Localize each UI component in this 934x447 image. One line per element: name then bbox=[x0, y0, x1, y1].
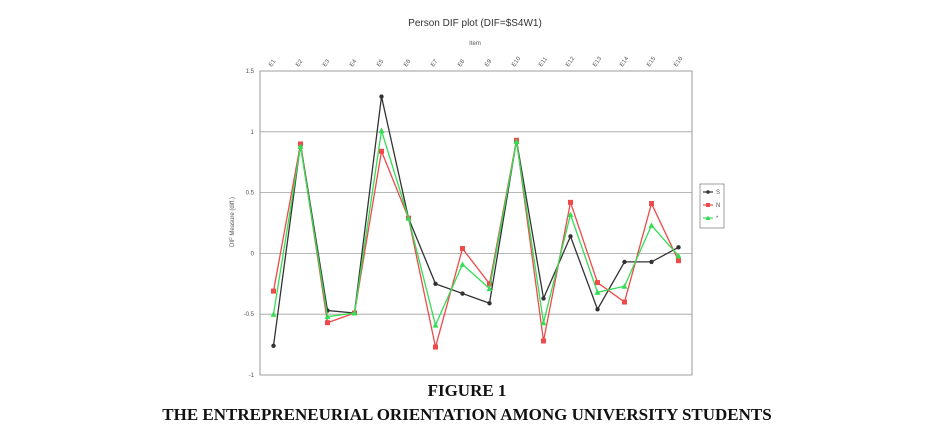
legend: S N * bbox=[699, 183, 725, 229]
legend-marker bbox=[705, 215, 711, 220]
data-point bbox=[487, 281, 492, 287]
data-point bbox=[405, 215, 412, 221]
series-line bbox=[272, 140, 680, 348]
series-line bbox=[272, 130, 679, 328]
data-point bbox=[432, 322, 439, 328]
x-tick-label: E6 bbox=[403, 58, 413, 68]
plot-area: -1 -0.5 0 0.5 1 1.5 E1 E2 E3 E4 E5 E6 E7 E8 E9 E10 E11 E1… bbox=[244, 55, 693, 379]
data-point bbox=[622, 259, 627, 265]
legend-marker bbox=[706, 190, 710, 194]
x-tick-label: E8 bbox=[457, 58, 467, 68]
data-point bbox=[270, 311, 277, 317]
data-point bbox=[540, 319, 547, 326]
y-tick-label: 0.5 bbox=[246, 191, 255, 197]
data-point bbox=[622, 299, 627, 305]
x-tick-label: E12 bbox=[565, 55, 576, 68]
data-point bbox=[378, 127, 385, 134]
data-point bbox=[513, 138, 520, 145]
y-tick-label: -0.5 bbox=[244, 312, 255, 318]
x-tick-label: E1 bbox=[268, 58, 278, 68]
data-point bbox=[541, 296, 546, 301]
data-point bbox=[433, 281, 438, 286]
legend-label: N bbox=[716, 203, 720, 209]
x-tick-label: E13 bbox=[592, 55, 603, 68]
legend-box bbox=[699, 183, 725, 229]
data-point bbox=[649, 201, 654, 207]
x-tick-label: E2 bbox=[295, 58, 305, 68]
figure-number: FIGURE 1 bbox=[427, 381, 507, 400]
data-point bbox=[433, 344, 438, 350]
figure-caption: THE ENTREPRENEURIAL ORIENTATION AMONG UN… bbox=[162, 405, 772, 424]
x-tick-label: E3 bbox=[322, 58, 332, 68]
data-point bbox=[460, 246, 465, 252]
data-point bbox=[460, 291, 465, 296]
x-tick-label: E14 bbox=[619, 55, 630, 68]
data-point bbox=[271, 343, 276, 349]
data-point bbox=[568, 199, 573, 205]
data-point bbox=[459, 261, 466, 267]
y-tick-label: -1 bbox=[249, 373, 255, 379]
data-point bbox=[271, 288, 276, 294]
data-point bbox=[648, 222, 655, 228]
data-point bbox=[621, 283, 628, 289]
x-tick-label: E11 bbox=[538, 56, 549, 68]
x-tick-label: E4 bbox=[349, 58, 359, 68]
data-point bbox=[568, 234, 573, 239]
data-point bbox=[325, 320, 330, 326]
legend-label: S bbox=[716, 190, 720, 196]
x-tick-label: E15 bbox=[646, 55, 657, 68]
y-tick-label: 1.5 bbox=[246, 69, 255, 75]
y-tick-label: 1 bbox=[251, 130, 255, 136]
x-tick-label: E9 bbox=[484, 58, 494, 68]
data-point bbox=[379, 94, 384, 99]
data-point bbox=[487, 301, 492, 306]
data-point bbox=[324, 313, 331, 320]
x-tick-label: E16 bbox=[673, 55, 684, 68]
data-point bbox=[541, 338, 546, 344]
x-tick-label: E5 bbox=[376, 58, 386, 68]
x-tick-label: E7 bbox=[430, 58, 440, 68]
legend-label: * bbox=[716, 216, 719, 222]
plot-frame bbox=[259, 70, 693, 376]
series-line bbox=[272, 96, 679, 346]
data-point bbox=[297, 143, 304, 149]
data-point bbox=[595, 307, 600, 312]
data-point bbox=[676, 258, 681, 264]
x-tick-label: E10 bbox=[511, 55, 522, 68]
data-point bbox=[567, 211, 574, 217]
data-point bbox=[351, 309, 358, 316]
x-axis-label: Item bbox=[469, 41, 481, 47]
data-point bbox=[595, 280, 600, 286]
legend-marker bbox=[706, 203, 710, 207]
y-axis-label: DIF Measure (diff.) bbox=[230, 197, 236, 247]
chart-title: Person DIF plot (DIF=$S4W1) bbox=[408, 18, 542, 29]
data-point bbox=[676, 245, 681, 250]
data-point bbox=[594, 289, 601, 295]
data-point bbox=[379, 148, 384, 154]
data-point bbox=[675, 252, 682, 259]
y-tick-label: 0 bbox=[251, 251, 255, 257]
data-point bbox=[649, 259, 654, 265]
data-point bbox=[486, 285, 493, 292]
